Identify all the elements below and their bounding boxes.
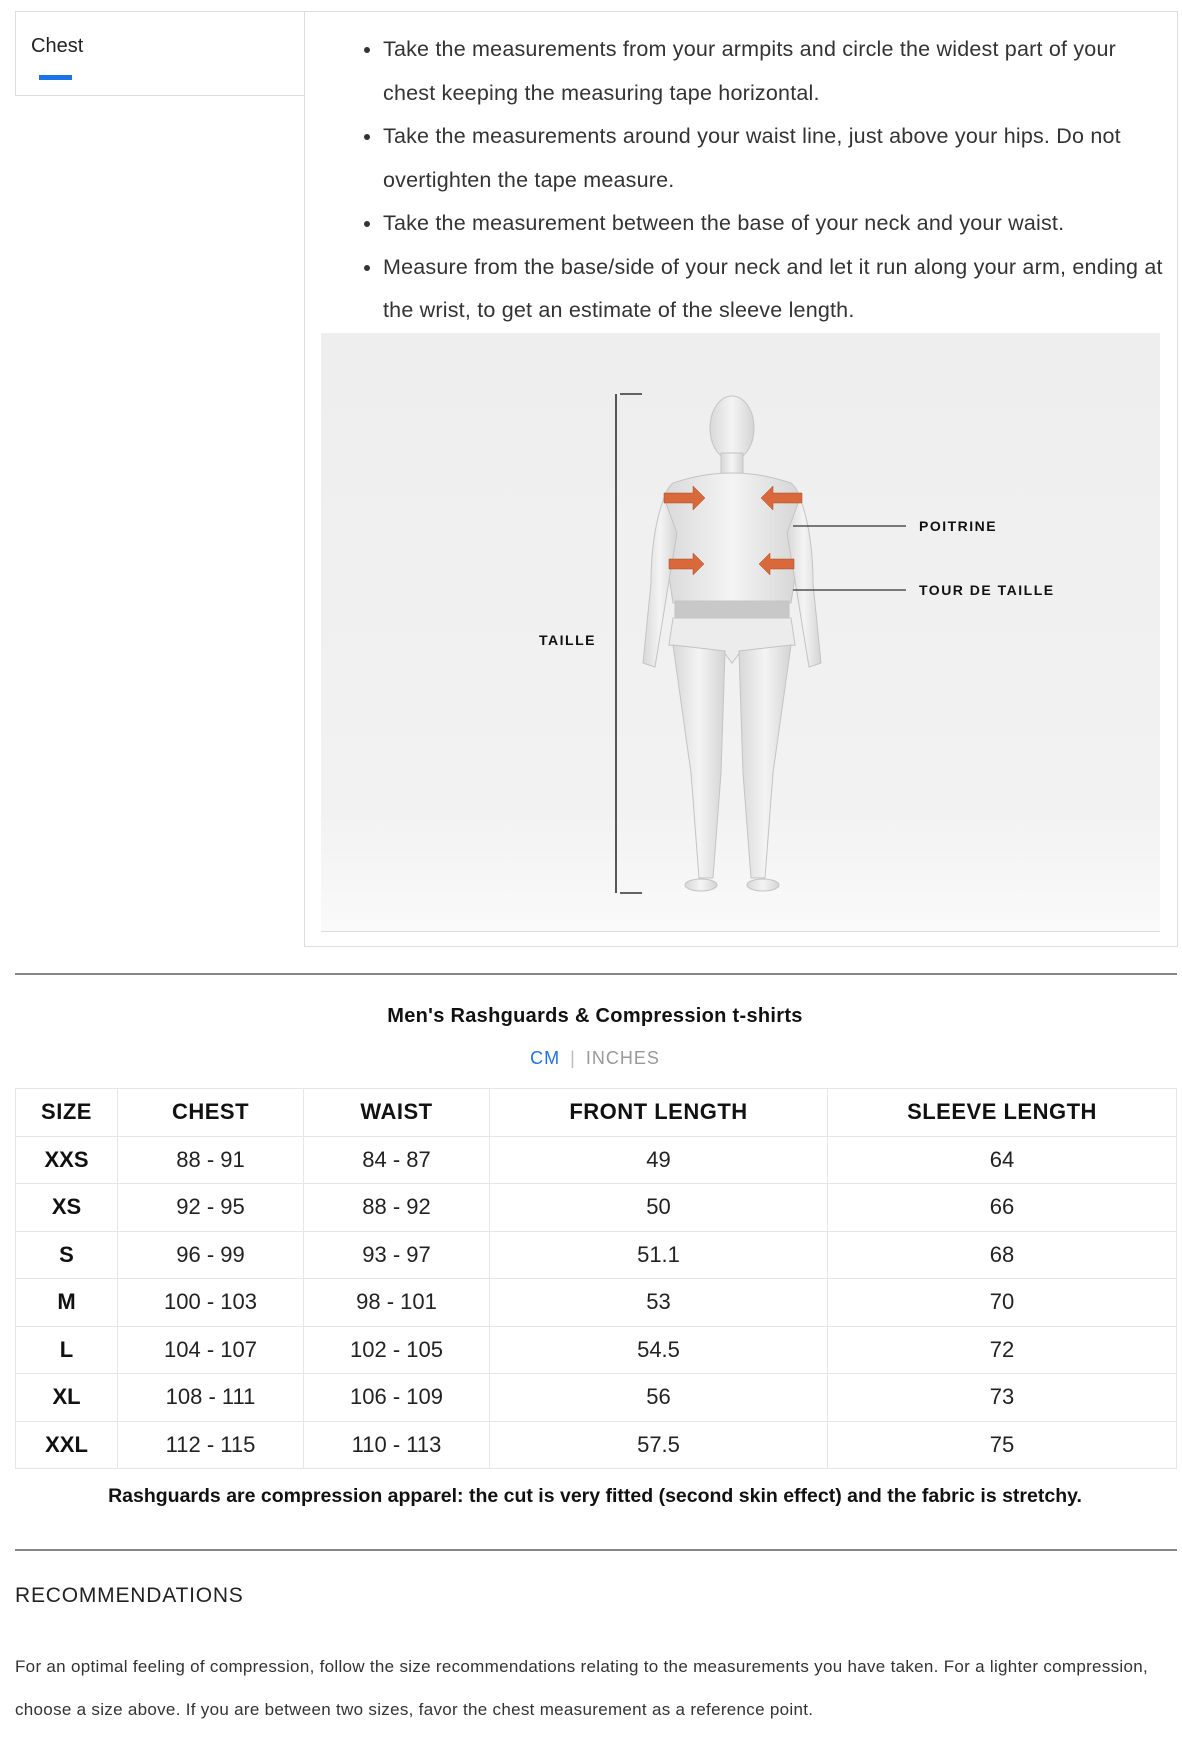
recommendations-text: For an optimal feeling of compression, f… [15,1657,1149,1719]
value-cell: 104 - 107 [117,1325,304,1374]
measurement-guide-panel: Take the measurements from your armpits … [304,11,1178,947]
mannequin-figure [642,395,822,892]
table-header-row: SIZE CHEST WAIST FRONT LENGTH SLEEVE LEN… [15,1088,1177,1137]
table-row: S 96 - 99 93 - 97 51.1 68 [15,1230,1177,1279]
height-label: TAILLE [539,632,596,648]
top-divider [15,11,1177,12]
unit-inches-button[interactable]: INCHES [585,1048,660,1068]
section-divider [15,1549,1177,1551]
value-cell: 92 - 95 [117,1183,304,1232]
value-cell: 68 [827,1230,1177,1279]
column-header: SIZE [15,1088,118,1137]
unit-toggle: CM | INCHES [0,1048,1182,1069]
value-cell: 106 - 109 [303,1373,490,1422]
value-cell: 88 - 91 [117,1135,304,1184]
tab-chest[interactable]: Chest [15,11,305,96]
value-cell: 96 - 99 [117,1230,304,1279]
section-divider [15,973,1177,975]
value-cell: 102 - 105 [303,1325,490,1374]
value-cell: 70 [827,1278,1177,1327]
tab-label: Chest [31,35,84,57]
value-cell: 108 - 111 [117,1373,304,1422]
value-cell: 93 - 97 [303,1230,490,1279]
column-header: SLEEVE LENGTH [827,1088,1177,1137]
value-cell: 88 - 92 [303,1183,490,1232]
value-cell: 98 - 101 [303,1278,490,1327]
size-chart-title: Men's Rashguards & Compression t-shirts [387,1005,803,1027]
value-cell: 84 - 87 [303,1135,490,1184]
unit-cm-button[interactable]: CM [530,1048,561,1068]
instruction-item: Take the measurements around your waist … [383,115,1173,202]
table-row: M 100 - 103 98 - 101 53 70 [15,1278,1177,1327]
size-cell: L [15,1325,118,1374]
column-header: FRONT LENGTH [489,1088,828,1137]
size-cell: XXL [15,1420,118,1469]
size-chart-table: SIZE CHEST WAIST FRONT LENGTH SLEEVE LEN… [15,1088,1177,1469]
height-measure-line [615,393,642,894]
chest-label: POITRINE [919,518,997,534]
size-cell: S [15,1230,118,1279]
value-cell: 53 [489,1278,828,1327]
table-row: XS 92 - 95 88 - 92 50 66 [15,1183,1177,1232]
waist-label: TOUR DE TAILLE [919,582,1055,598]
instruction-list: Take the measurements from your armpits … [338,28,1173,333]
size-cell: XS [15,1183,118,1232]
value-cell: 110 - 113 [303,1420,490,1469]
value-cell: 57.5 [489,1420,828,1469]
body-measurement-figure: POITRINE TOUR DE TAILLE TAILLE [321,333,1160,932]
value-cell: 51.1 [489,1230,828,1279]
fit-note: Rashguards are compression apparel: the … [108,1485,1082,1507]
value-cell: 49 [489,1135,828,1184]
value-cell: 54.5 [489,1325,828,1374]
size-cell: XL [15,1373,118,1422]
recommendations-title: RECOMMENDATIONS [15,1584,244,1607]
table-row: XL 108 - 111 106 - 109 56 73 [15,1373,1177,1422]
chest-arrows [663,485,803,511]
size-cell: M [15,1278,118,1327]
value-cell: 64 [827,1135,1177,1184]
instruction-item: Measure from the base/side of your neck … [383,246,1173,333]
value-cell: 56 [489,1373,828,1422]
table-row: L 104 - 107 102 - 105 54.5 72 [15,1325,1177,1374]
table-row: XXS 88 - 91 84 - 87 49 64 [15,1135,1177,1184]
column-header: CHEST [117,1088,304,1137]
table-row: XXL 112 - 115 110 - 113 57.5 75 [15,1420,1177,1469]
size-cell: XXS [15,1135,118,1184]
instruction-item: Take the measurements from your armpits … [383,28,1173,115]
value-cell: 50 [489,1183,828,1232]
value-cell: 75 [827,1420,1177,1469]
column-header: WAIST [303,1088,490,1137]
unit-separator: | [570,1048,576,1068]
value-cell: 73 [827,1373,1177,1422]
active-tab-indicator [39,75,72,80]
value-cell: 100 - 103 [117,1278,304,1327]
value-cell: 112 - 115 [117,1420,304,1469]
value-cell: 66 [827,1183,1177,1232]
value-cell: 72 [827,1325,1177,1374]
instruction-item: Take the measurement between the base of… [383,202,1173,246]
waist-arrows [668,552,795,576]
